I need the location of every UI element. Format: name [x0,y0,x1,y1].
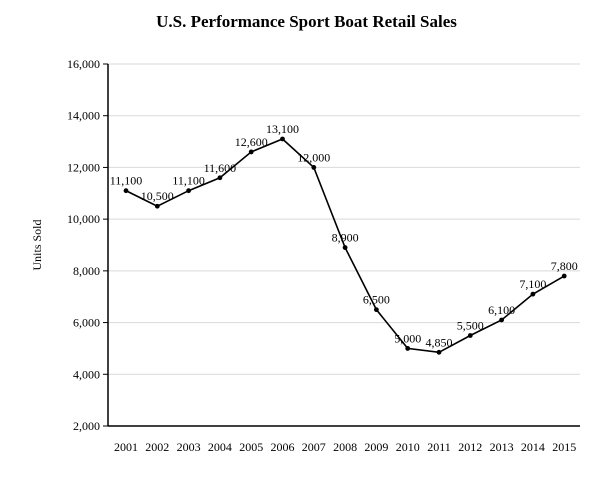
data-label: 12,600 [235,135,268,149]
x-tick-label: 2011 [427,440,451,454]
data-label: 4,850 [426,335,453,349]
x-tick-label: 2012 [458,440,482,454]
data-label: 11,600 [204,161,237,175]
data-label: 12,000 [297,150,330,164]
x-tick-label: 2009 [364,440,388,454]
data-point [186,188,192,194]
x-tick-label: 2004 [208,440,232,454]
x-tick-label: 2006 [271,440,295,454]
y-tick-label: 4,000 [73,367,100,381]
y-tick-label: 2,000 [73,419,100,433]
x-tick-label: 2014 [521,440,545,454]
x-tick-label: 2008 [333,440,357,454]
data-point [217,175,223,181]
data-point [342,245,348,250]
x-tick-label: 2007 [302,440,326,454]
data-label: 7,800 [551,259,578,273]
data-label: 11,100 [172,174,205,188]
data-point [405,346,411,351]
data-label: 6,500 [363,293,390,307]
x-tick-label: 2003 [177,440,201,454]
data-point [374,307,379,313]
data-labels: 11,10010,50011,10011,60012,60013,10012,0… [110,122,578,349]
data-label: 6,100 [488,303,515,317]
data-point [280,136,285,142]
data-point [154,203,160,209]
data-label: 10,500 [141,189,174,203]
data-label: 13,100 [266,122,299,136]
gridlines [108,63,580,375]
x-tick-label: 2015 [552,440,576,454]
data-point [311,165,317,170]
y-tick-label: 14,000 [67,109,100,123]
y-tick-label: 10,000 [67,212,100,226]
data-label: 8,900 [332,231,359,245]
axes: 2,000 4,000 6,000 8,000 10,000 12,000 14,000 16… [30,57,580,454]
y-tick-label: 8,000 [73,264,100,278]
data-point [530,291,536,297]
data-point [123,188,129,194]
y-tick-label: 16,000 [67,57,100,71]
x-tick-label: 2010 [396,440,420,454]
x-tick-label: 2005 [239,440,263,454]
series [123,136,567,355]
data-point [561,273,567,279]
data-point [499,317,504,323]
y-tick-label: 6,000 [73,316,100,330]
data-point [248,149,254,155]
data-label: 7,100 [519,277,546,291]
data-label: 11,100 [110,174,143,188]
y-axis-title: Units Sold [30,219,44,270]
x-tick-label: 2001 [114,440,138,454]
chart-title: U.S. Performance Sport Boat Retail Sales [156,12,457,31]
x-tick-label: 2013 [490,440,514,454]
data-label: 5,500 [457,319,484,333]
data-point [436,349,442,355]
x-tick-label: 2002 [145,440,169,454]
data-label: 5,000 [394,331,421,345]
y-tick-label: 12,000 [67,160,100,174]
data-point [467,333,473,338]
